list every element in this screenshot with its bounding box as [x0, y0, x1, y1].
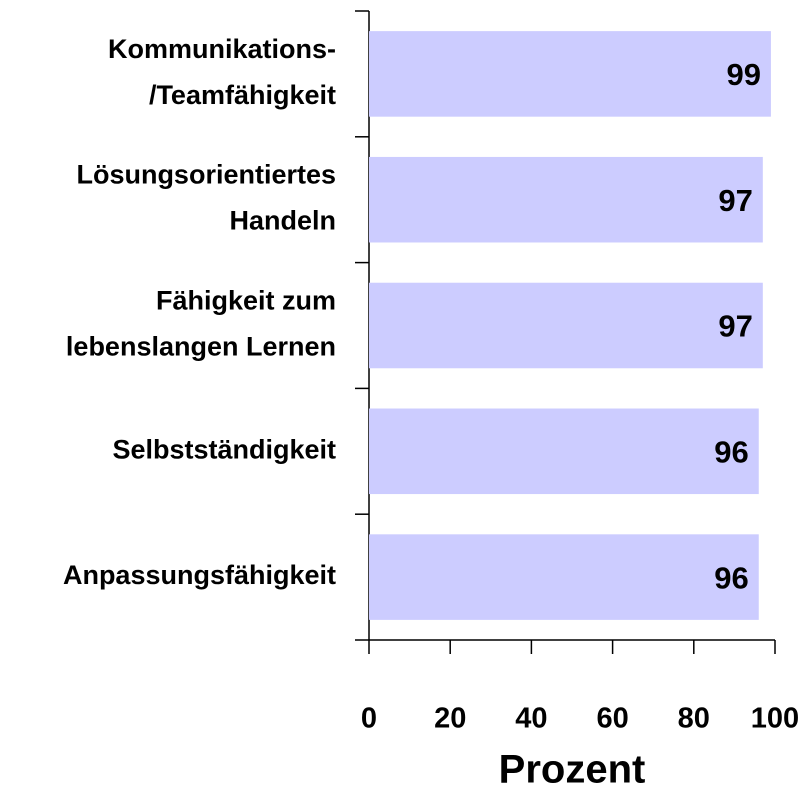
x-tick-label: 20 [434, 703, 466, 735]
x-tick-label: 0 [361, 703, 377, 735]
x-tick-label: 40 [515, 703, 547, 735]
bar [369, 282, 763, 369]
y-tick-label: Fähigkeit zum lebenslangen Lernen [66, 286, 336, 362]
y-tick-label: Anpassungsfähigkeit [63, 560, 336, 590]
y-tick-label: Selbstständigkeit [112, 434, 336, 464]
value-label: 99 [726, 57, 760, 92]
y-tick-label: Lösungsorientiertes Handeln [76, 160, 336, 236]
value-label: 96 [714, 560, 748, 595]
value-label: 97 [718, 309, 752, 344]
y-tick-label: Kommunikations-/Teamfähigkeit [108, 34, 336, 110]
x-tick-label: 100 [751, 703, 799, 735]
bar [369, 156, 763, 243]
bar [369, 31, 771, 117]
x-tick-label: 60 [596, 703, 628, 735]
x-axis-title: Prozent [499, 748, 646, 790]
value-label: 97 [718, 183, 752, 218]
value-label: 96 [714, 434, 748, 469]
bar [369, 534, 759, 620]
x-tick-label: 80 [678, 703, 710, 735]
bar [369, 408, 759, 495]
